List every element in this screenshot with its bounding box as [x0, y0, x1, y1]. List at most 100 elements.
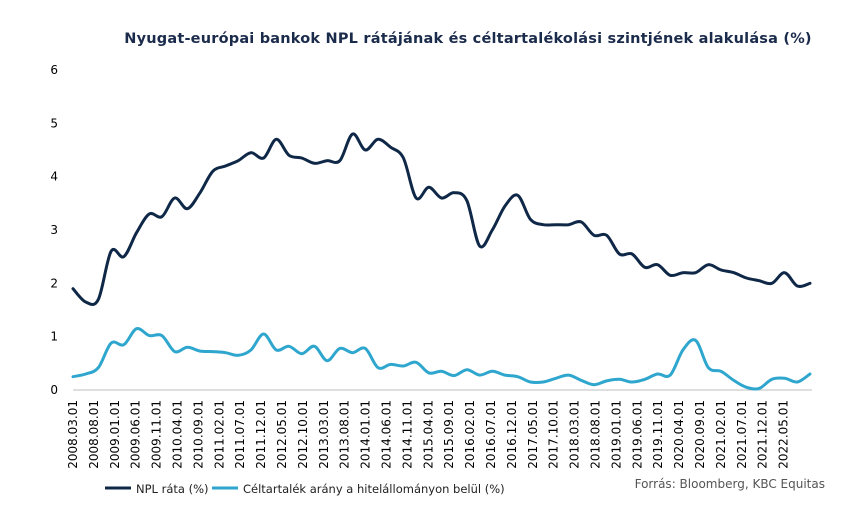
reserve-ratio-point: [605, 379, 608, 382]
reserve-ratio-point: [389, 363, 392, 366]
x-tick-label: 2009.06.01: [129, 400, 143, 469]
npl-ratio-point: [160, 215, 163, 218]
reserve-ratio-point: [148, 334, 151, 337]
npl-ratio-point: [186, 207, 189, 210]
x-tick-label: 2013.08.01: [338, 400, 352, 469]
x-tick-label: 2016.07.01: [484, 400, 498, 469]
npl-ratio-point: [516, 194, 519, 197]
npl-ratio-point: [211, 170, 214, 173]
reserve-ratio-point: [656, 373, 659, 376]
npl-ratio-point: [770, 282, 773, 285]
reserve-ratio-point: [300, 352, 303, 355]
npl-ratio-point: [415, 197, 418, 200]
legend-reserve-label: Céltartalék arány a hitelállományon belü…: [243, 482, 505, 496]
npl-ratio-point: [491, 229, 494, 232]
x-tick-label: 2008.08.01: [87, 400, 101, 469]
reserve-ratio-point: [199, 350, 202, 353]
npl-ratio-point: [504, 205, 507, 208]
npl-ratio-point: [110, 250, 113, 253]
npl-ratio-point: [440, 197, 443, 200]
reserve-ratio-point: [796, 381, 799, 384]
x-tick-label: 2010.09.01: [191, 400, 205, 469]
reserve-ratio-point: [122, 343, 125, 346]
reserve-ratio-point: [643, 378, 646, 381]
npl-ratio-point: [542, 223, 545, 226]
npl-ratio-point: [720, 269, 723, 272]
x-tick-label: 2016.12.01: [505, 400, 519, 469]
npl-ratio-point: [84, 301, 87, 304]
reserve-ratio-point: [160, 334, 163, 337]
npl-ratio-point: [732, 271, 735, 274]
reserve-ratio-point: [554, 377, 557, 380]
npl-ratio-point: [262, 157, 265, 160]
npl-ratio-point: [122, 255, 125, 258]
source-note: Forrás: Bloomberg, KBC Equitas: [635, 477, 825, 491]
x-tick-label: 2010.04.01: [171, 400, 185, 469]
npl-ratio-point: [656, 263, 659, 266]
legend-npl-label: NPL ráta (%): [136, 482, 209, 496]
npl-ratio-point: [224, 165, 227, 168]
reserve-ratio-point: [275, 349, 278, 352]
reserve-ratio-point: [491, 370, 494, 373]
x-tick-label: 2011.12.01: [254, 400, 268, 469]
x-tick-label: 2021.12.01: [756, 400, 770, 469]
legend: NPL ráta (%) Céltartalék arány a hitelál…: [105, 482, 505, 496]
reserve-ratio-point: [694, 339, 697, 342]
npl-ratio-point: [478, 245, 481, 248]
npl-ratio-point: [758, 279, 761, 282]
x-tick-label: 2018.03.01: [568, 400, 582, 469]
x-tick-label: 2019.06.01: [630, 400, 644, 469]
x-axis: 2008.03.01 2008.08.01 2009.01.01 2009.06.01…: [66, 389, 812, 469]
y-tick-label: 5: [50, 116, 58, 130]
reserve-ratio-point: [288, 345, 291, 348]
reserve-ratio-point: [402, 365, 405, 368]
npl-ratio-point: [173, 197, 176, 200]
reserve-ratio-point: [770, 378, 773, 381]
npl-ratio-point: [427, 186, 430, 189]
npl-ratio-point: [631, 253, 634, 256]
y-tick-label: 3: [50, 223, 58, 237]
npl-ratio-point: [453, 191, 456, 194]
npl-ratio-point: [783, 271, 786, 274]
npl-ratio-point: [809, 282, 812, 285]
npl-ratio-point: [694, 271, 697, 274]
npl-ratio-point: [288, 154, 291, 157]
reserve-ratio-point: [72, 375, 75, 378]
npl-ratio-point: [237, 159, 240, 162]
npl-ratio-point: [326, 159, 329, 162]
reserve-ratio-point: [262, 333, 265, 336]
npl-ratio-point: [643, 266, 646, 269]
npl-ratio-point: [313, 162, 316, 165]
npl-ratio-point: [465, 199, 468, 202]
x-tick-label: 2011.02.01: [212, 400, 226, 469]
reserve-ratio-point: [631, 381, 634, 384]
npl-ratio-point: [135, 231, 138, 234]
npl-ratio-point: [338, 159, 341, 162]
reserve-ratio-point: [504, 374, 507, 377]
chart-title: Nyugat-európai bankok NPL rátájának és c…: [124, 31, 812, 47]
x-tick-label: 2019.11.01: [651, 400, 665, 469]
npl-ratio-line: [71, 132, 812, 307]
x-tick-label: 2019.01.01: [609, 400, 623, 469]
y-tick-label: 4: [50, 170, 58, 184]
x-tick-label: 2012.05.01: [275, 400, 289, 469]
npl-ratio-point: [275, 138, 278, 141]
reserve-ratio-point: [618, 378, 621, 381]
npl-ratio-point: [593, 234, 596, 237]
npl-ratio-point: [199, 191, 202, 194]
x-tick-label: 2015.09.01: [442, 400, 456, 469]
x-tick-label: 2012.10.01: [296, 400, 310, 469]
reserve-ratio-point: [364, 347, 367, 350]
reserve-ratio-point: [338, 347, 341, 350]
x-tick-label: 2009.01.01: [108, 400, 122, 469]
reserve-ratio-point: [465, 368, 468, 371]
npl-ratio-point: [402, 157, 405, 160]
reserve-ratio-point: [351, 351, 354, 354]
npl-ratio-point: [529, 218, 532, 221]
x-tick-label: 2022.05.01: [777, 400, 791, 469]
npl-ratio-point: [554, 223, 557, 226]
npl-ratio-point: [249, 151, 252, 154]
x-tick-label: 2018.08.01: [589, 400, 603, 469]
reserve-ratio-point: [84, 373, 87, 376]
x-tick-label: 2013.03.01: [317, 400, 331, 469]
